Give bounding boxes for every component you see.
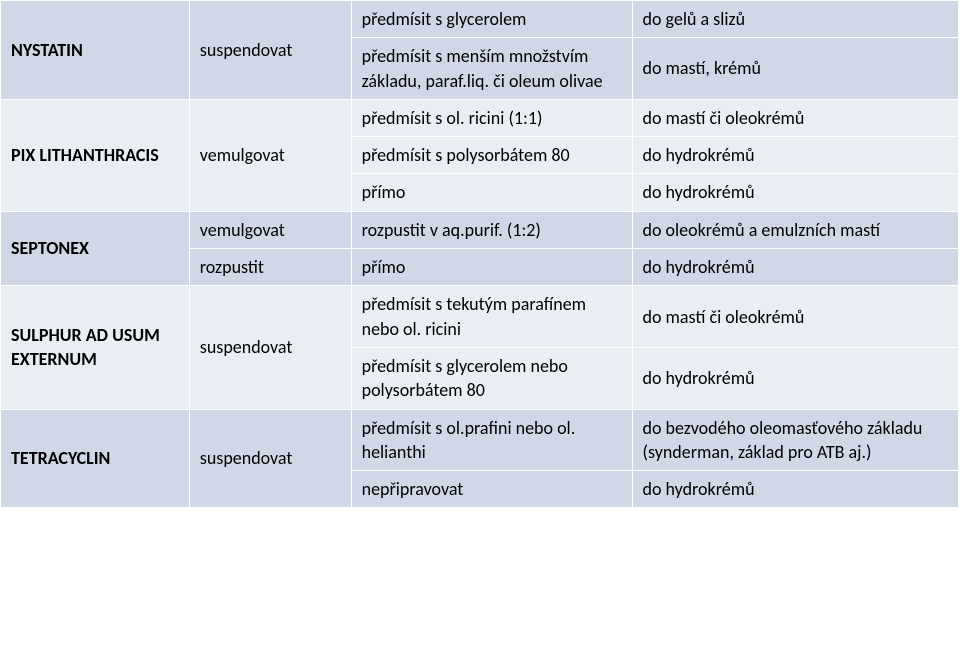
- dest-cell: do oleokrémů a emulzních mastí: [632, 211, 958, 248]
- table-row: TETRACYCLIN suspendovat předmísit s ol.p…: [1, 409, 959, 471]
- dest-cell: do gelů a slizů: [632, 1, 958, 38]
- prep-cell: předmísit s glycerolem nebo polysorbátem…: [351, 347, 632, 409]
- method-cell: suspendovat: [189, 409, 351, 508]
- table-row: SULPHUR AD USUM EXTERNUM suspendovat pře…: [1, 286, 959, 348]
- method-cell: rozpustit: [189, 249, 351, 286]
- dest-cell: do hydrokrémů: [632, 137, 958, 174]
- method-cell: vemulgovat: [189, 99, 351, 211]
- table-row: PIX LITHANTHRACIS vemulgovat předmísit s…: [1, 99, 959, 136]
- dest-cell: do hydrokrémů: [632, 471, 958, 508]
- prep-cell: předmísit s tekutým parafínem nebo ol. r…: [351, 286, 632, 348]
- dest-cell: do mastí, krémů: [632, 38, 958, 100]
- prep-cell: předmísit s menším množstvím základu, pa…: [351, 38, 632, 100]
- method-cell: vemulgovat: [189, 211, 351, 248]
- substance-name: SULPHUR AD USUM EXTERNUM: [1, 286, 190, 409]
- method-cell: suspendovat: [189, 286, 351, 409]
- substance-name: SEPTONEX: [1, 211, 190, 286]
- substance-name: TETRACYCLIN: [1, 409, 190, 508]
- preparation-table: NYSTATIN suspendovat předmísit s glycero…: [0, 0, 959, 508]
- prep-cell: přímo: [351, 249, 632, 286]
- substance-name: PIX LITHANTHRACIS: [1, 99, 190, 211]
- dest-cell: do mastí či oleokrémů: [632, 286, 958, 348]
- prep-cell: přímo: [351, 174, 632, 211]
- substance-name: NYSTATIN: [1, 1, 190, 100]
- dest-cell: do hydrokrémů: [632, 347, 958, 409]
- dest-cell: do bezvodého oleomasťového základu (synd…: [632, 409, 958, 471]
- prep-cell: rozpustit v aq.purif. (1:2): [351, 211, 632, 248]
- table-row: SEPTONEX vemulgovat rozpustit v aq.purif…: [1, 211, 959, 248]
- prep-cell: nepřipravovat: [351, 471, 632, 508]
- method-cell: suspendovat: [189, 1, 351, 100]
- dest-cell: do mastí či oleokrémů: [632, 99, 958, 136]
- prep-cell: předmísit s ol.prafini nebo ol. helianth…: [351, 409, 632, 471]
- dest-cell: do hydrokrémů: [632, 174, 958, 211]
- prep-cell: předmísit s polysorbátem 80: [351, 137, 632, 174]
- table-row: NYSTATIN suspendovat předmísit s glycero…: [1, 1, 959, 38]
- dest-cell: do hydrokrémů: [632, 249, 958, 286]
- prep-cell: předmísit s glycerolem: [351, 1, 632, 38]
- prep-cell: předmísit s ol. ricini (1:1): [351, 99, 632, 136]
